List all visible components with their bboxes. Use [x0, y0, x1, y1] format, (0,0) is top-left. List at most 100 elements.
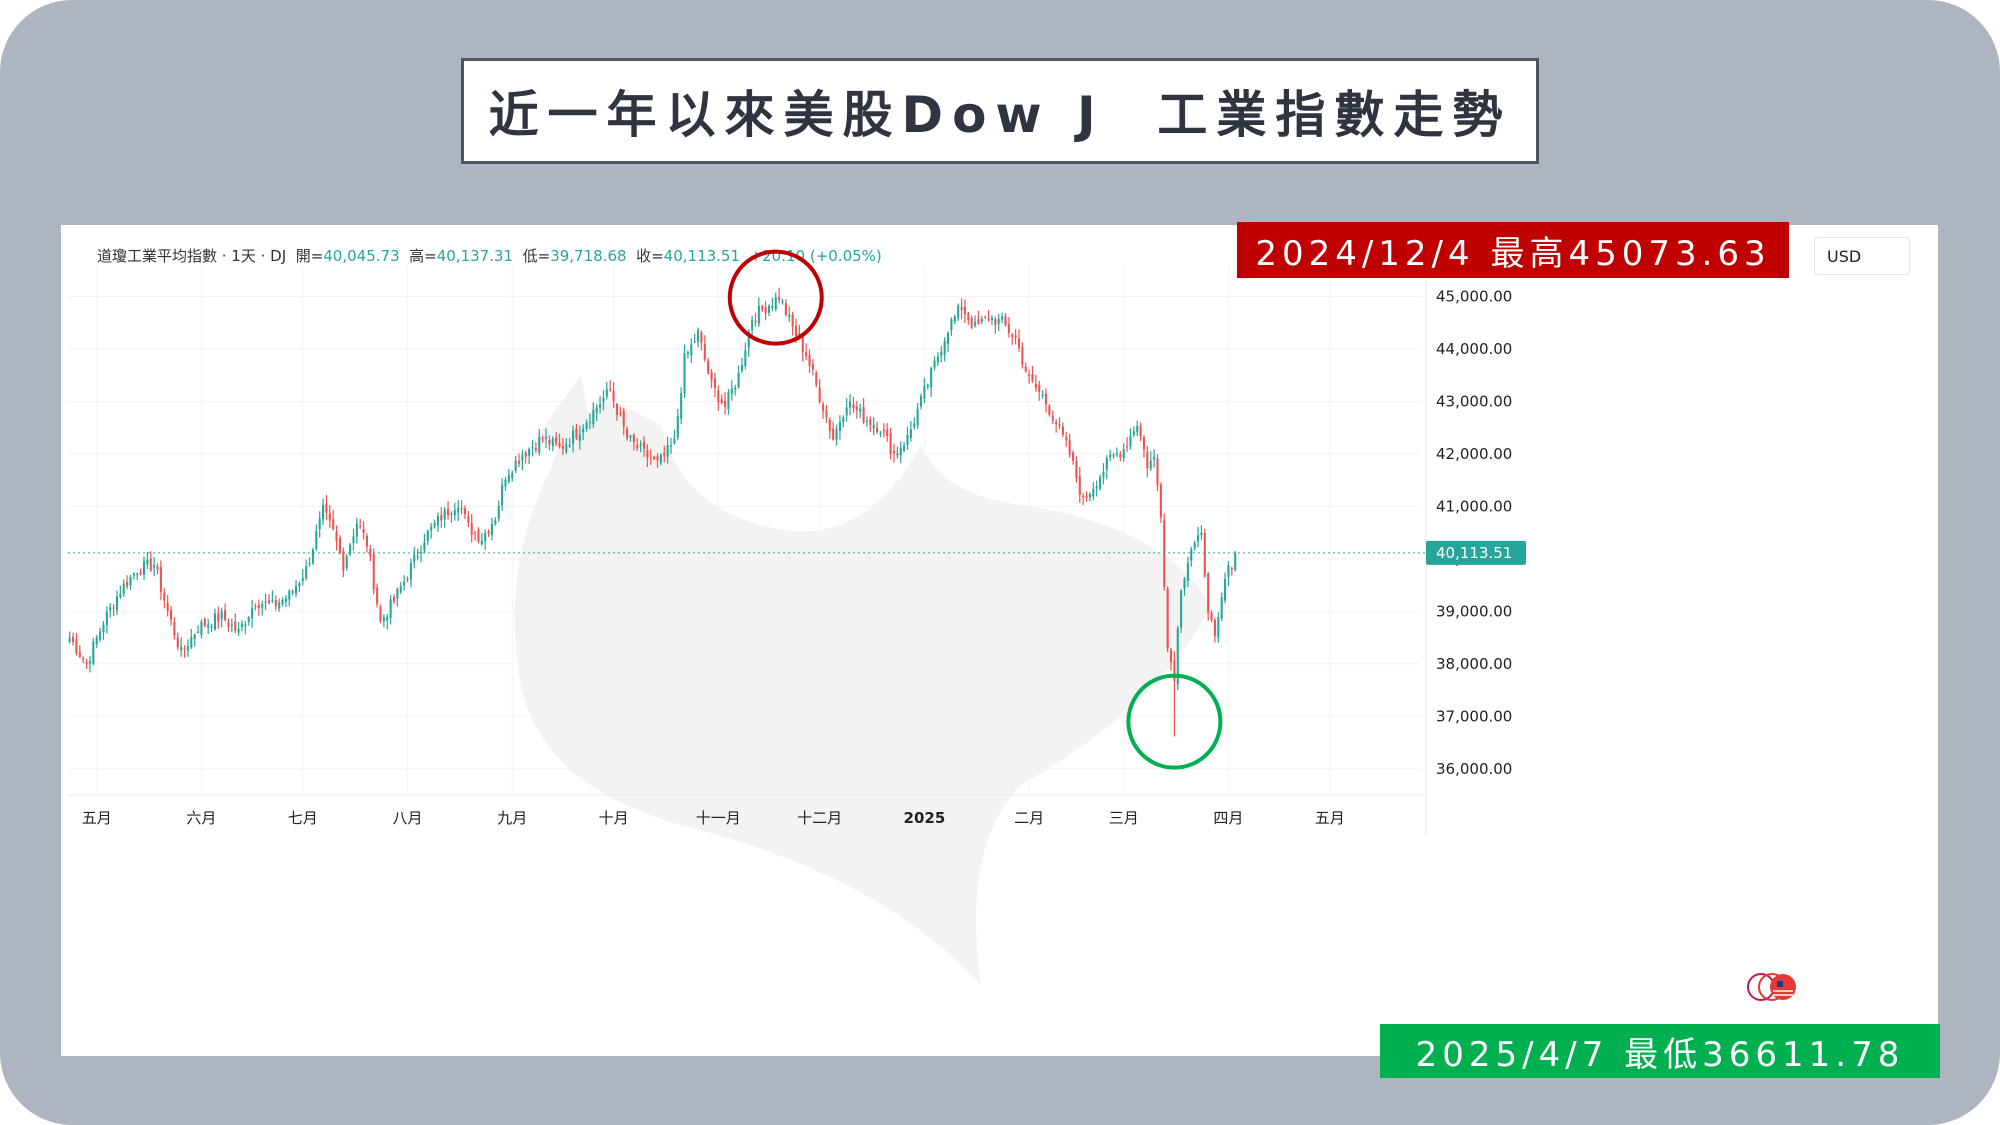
candle-body — [359, 526, 362, 528]
candle-body — [369, 548, 372, 557]
candle-body — [717, 390, 720, 403]
candle-body — [548, 440, 551, 445]
candle-body — [257, 605, 260, 609]
candle-body — [450, 513, 453, 515]
candle-body — [963, 306, 966, 315]
candle-body — [1007, 324, 1010, 333]
candle-body — [615, 404, 619, 416]
candle-body — [558, 442, 561, 447]
candle-body — [592, 409, 595, 425]
candle-body — [95, 637, 98, 645]
candle-body — [122, 583, 125, 594]
y-tick-label: 39,000.00 — [1436, 602, 1512, 620]
y-tick-label: 36,000.00 — [1436, 760, 1512, 778]
candle-body — [308, 562, 311, 565]
candle-body — [1038, 385, 1041, 392]
candle-body — [1159, 484, 1162, 518]
candle-body — [1234, 552, 1237, 570]
candle-body — [298, 583, 301, 586]
candle-body — [416, 555, 419, 558]
candle-body — [984, 317, 987, 319]
candle-body — [849, 401, 852, 408]
candle-body — [342, 551, 345, 571]
candle-body — [1112, 454, 1115, 457]
candle-body — [470, 522, 473, 535]
candle-body — [82, 658, 85, 660]
candle-body — [889, 433, 892, 454]
candle-body — [1217, 617, 1220, 638]
candle-body — [467, 516, 470, 523]
candle-body — [538, 437, 541, 453]
candle-body — [1169, 649, 1173, 662]
candle-body — [426, 530, 429, 541]
us-flag-icon — [1747, 973, 1796, 1001]
candle-body — [1119, 454, 1122, 458]
candle-body — [926, 384, 929, 387]
candle-body — [1024, 367, 1027, 372]
candle-body — [1126, 446, 1129, 448]
candle-body — [1061, 426, 1064, 435]
candle-body — [936, 356, 939, 363]
candle-body — [842, 417, 845, 423]
candle-body — [561, 445, 564, 449]
chart-panel[interactable]: 道瓊工業平均指數 · 1天 · DJ 開=40,045.73 高=40,137.… — [61, 225, 1938, 1056]
candle-body — [980, 318, 983, 322]
candle-body — [1156, 458, 1159, 486]
candle-body — [190, 636, 193, 648]
candle-body — [609, 389, 612, 391]
candle-body — [821, 404, 825, 412]
candle-body — [136, 573, 139, 576]
candle-body — [669, 445, 673, 447]
candle-body — [1058, 424, 1061, 426]
candle-body — [781, 301, 784, 303]
candle-body — [859, 408, 862, 412]
candle-body — [352, 536, 355, 543]
candle-body — [967, 313, 970, 320]
candle-body — [1227, 565, 1230, 578]
candle-body — [974, 322, 977, 326]
candle-body — [335, 531, 338, 542]
candle-body — [284, 598, 287, 602]
candle-body — [588, 421, 591, 424]
candle-body — [872, 424, 875, 429]
candle-body — [163, 592, 166, 601]
high-marker-circle — [727, 249, 824, 346]
candle-body — [1092, 488, 1095, 497]
price-chart[interactable]: 45,000.00 44,000.00 43,000.00 42,000.00 41,0… — [61, 225, 1938, 1056]
candle-body — [197, 631, 200, 634]
candle-body — [433, 523, 436, 527]
candle-body — [142, 561, 146, 575]
y-tick-label: 41,000.00 — [1436, 497, 1512, 515]
candle-body — [1186, 563, 1189, 581]
candle-body — [801, 335, 804, 353]
candle-body — [463, 508, 466, 515]
candle-body — [1109, 454, 1112, 457]
candle-body — [970, 317, 973, 328]
candle-body — [372, 554, 375, 590]
candle-body — [575, 428, 578, 439]
legend-close-label: 收= — [636, 247, 664, 265]
candle-body — [642, 441, 646, 449]
candle-body — [791, 314, 794, 327]
candle-body — [676, 416, 679, 438]
candle-body — [267, 600, 271, 604]
candle-body — [301, 578, 304, 581]
x-tick-label: 十月 — [599, 809, 629, 827]
candle-body — [862, 406, 865, 423]
candle-body — [585, 422, 588, 429]
candle-body — [436, 516, 439, 526]
candle-body — [1230, 567, 1233, 570]
candle-body — [244, 624, 247, 626]
candle-body — [605, 389, 608, 397]
candle-body — [892, 451, 896, 454]
candle-body — [903, 445, 906, 451]
candle-body — [663, 452, 666, 456]
currency-selector[interactable]: USD — [1814, 237, 1910, 275]
candle-body — [906, 434, 909, 446]
candle-body — [666, 445, 669, 457]
candle-body — [1207, 573, 1210, 613]
candle-body — [318, 518, 321, 530]
legend-open-label: 開= — [295, 247, 324, 265]
candle-body — [990, 317, 994, 321]
candle-body — [119, 593, 122, 597]
